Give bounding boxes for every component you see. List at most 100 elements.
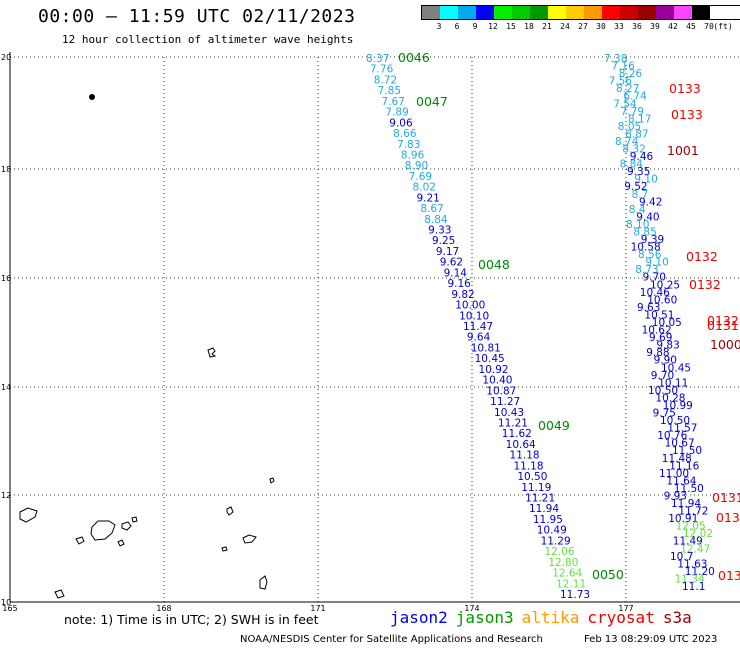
- swh-observation: 9.82: [451, 289, 474, 301]
- legend-tick-label: 30: [596, 22, 606, 31]
- swh-observation: 11.50: [674, 483, 704, 495]
- swh-observation: 10.11: [658, 377, 688, 389]
- pass-id-label: 1001: [667, 143, 699, 158]
- legend-tick-label: 45: [686, 22, 696, 31]
- swh-observation: 10.00: [455, 300, 485, 312]
- pass-id-label: 0131: [707, 318, 739, 333]
- map-subtitle: 12 hour collection of altimeter wave hei…: [62, 33, 354, 46]
- legend-swatch: [692, 6, 710, 19]
- legend-tick-label: 21: [542, 22, 552, 31]
- swh-observation: 10.87: [486, 385, 516, 397]
- credit-line: NOAA/NESDIS Center for Satellite Applica…: [240, 634, 543, 645]
- pass-id-label: 0132: [707, 313, 739, 328]
- legend-tick-label: 15: [506, 22, 516, 31]
- swh-observation: 7.16: [611, 61, 635, 73]
- legend-swatch: [530, 6, 548, 19]
- legend-swatch: [440, 6, 458, 19]
- legend-swatch: [674, 6, 692, 19]
- swh-observation: 11.27: [490, 396, 520, 408]
- island-outline: [75, 536, 85, 545]
- swh-observation: 11.18: [510, 450, 540, 462]
- swh-observation: 10.10: [459, 310, 489, 322]
- legend-swatch: [620, 6, 638, 19]
- swh-observation: 10.50: [517, 471, 547, 483]
- axis-labels: 165 168 171 174 177 20 18 16 14 12 10: [1, 53, 634, 613]
- legend-tick-label: 24: [560, 22, 570, 31]
- longitude-tick-label: 174: [464, 604, 479, 613]
- swh-observation: 11.18: [513, 460, 543, 472]
- island-outline: [259, 575, 268, 590]
- altimeter-track-east: 7.387.168.267.568.276.747.547.798.178.05…: [604, 53, 715, 593]
- swh-observation: 11.19: [521, 482, 551, 494]
- swh-observation: 8.90: [405, 160, 428, 172]
- swh-observation: 9.62: [440, 257, 463, 269]
- island-outlines: [19, 94, 275, 599]
- swh-observation: 7.38: [604, 53, 627, 65]
- swh-observation: 8.17: [628, 113, 651, 125]
- swh-observation: 8.02: [413, 182, 436, 194]
- swh-observation: 11.34: [675, 573, 705, 585]
- legend-swatch: [548, 6, 566, 19]
- swh-observation: 10.64: [506, 439, 536, 451]
- latitude-tick-label: 12: [1, 491, 11, 500]
- island-outline: [269, 477, 275, 484]
- swh-observation: 10.28: [655, 392, 685, 404]
- legend-swatch: [422, 6, 440, 19]
- longitude-tick-label: 171: [310, 604, 325, 613]
- swh-observation: 8.67: [420, 203, 443, 215]
- pass-id-label: 0133: [671, 107, 703, 122]
- legend-tick-label: 70: [704, 22, 714, 31]
- swh-observation: 8.10: [626, 219, 649, 231]
- satellite-legend-item: cryosat: [587, 608, 655, 627]
- swh-observation: 9.06: [389, 117, 413, 129]
- legend-swatch-strip: [421, 5, 740, 20]
- swh-observation: 11.95: [533, 514, 563, 526]
- swh-observation: 12.47: [680, 543, 710, 555]
- swh-observation: 11.63: [677, 558, 707, 570]
- swh-observation: 8.32: [622, 144, 645, 156]
- swh-observation: 8.73: [635, 264, 658, 276]
- swh-observation: 10.81: [471, 342, 501, 354]
- satellite-legend-item: jason2: [390, 608, 448, 627]
- satellite-legend-item: jason3: [455, 608, 514, 627]
- pass-id-label: 0048: [478, 257, 510, 272]
- island-outline: [54, 589, 65, 599]
- swh-observation: 8.4: [629, 204, 646, 216]
- latitude-tick-label: 14: [1, 383, 11, 392]
- swh-observation: 8.56: [638, 249, 662, 261]
- swh-observation: 7.83: [397, 139, 420, 151]
- swh-observation: 10.25: [650, 279, 680, 291]
- swh-observation: 10.62: [642, 325, 672, 337]
- swh-observation: 8.84: [424, 214, 448, 226]
- swh-observation: 11.62: [502, 428, 532, 440]
- swh-observation: 10.43: [494, 407, 524, 419]
- legend-tick-label: 6: [454, 22, 460, 31]
- latitude-tick-label: 10: [1, 598, 11, 607]
- island-outline: [131, 516, 138, 523]
- swh-observation: 10.92: [479, 364, 509, 376]
- longitude-tick-label: 177: [618, 604, 633, 613]
- swh-observation: 8.05: [618, 121, 641, 133]
- pass-id-label: 0131: [712, 490, 740, 505]
- wave-height-color-legend: 3 6 9 12 15 18 21 24 27 30 33 36 39 42 45 70 (ft): [421, 5, 740, 32]
- island-outline: [242, 534, 257, 544]
- swh-observation: 11.21: [525, 493, 555, 505]
- swh-observation: 11.47: [463, 321, 493, 333]
- swh-observation: 9.33: [428, 225, 451, 237]
- swh-observation: 9.40: [636, 211, 659, 223]
- swh-observation: 9.83: [656, 340, 679, 352]
- pass-id-label: 0132: [689, 277, 721, 292]
- island-outline: [121, 521, 132, 531]
- swh-observation: 12.02: [683, 528, 713, 540]
- legend-tick-label: 3: [436, 22, 442, 31]
- swh-observation: 9.93: [664, 490, 687, 502]
- generated-timestamp: Feb 13 08:29:09 UTC 2023: [584, 634, 718, 645]
- legend-swatch: [656, 6, 674, 19]
- swh-observation: 9.10: [645, 257, 668, 269]
- swh-observation: 8.66: [393, 128, 417, 140]
- swh-observation: 12.06: [544, 546, 574, 558]
- legend-tick-label: 18: [524, 22, 534, 31]
- swh-observation: 9.52: [624, 181, 647, 193]
- swh-observation: 8.26: [619, 68, 643, 80]
- legend-swatch: [494, 6, 512, 19]
